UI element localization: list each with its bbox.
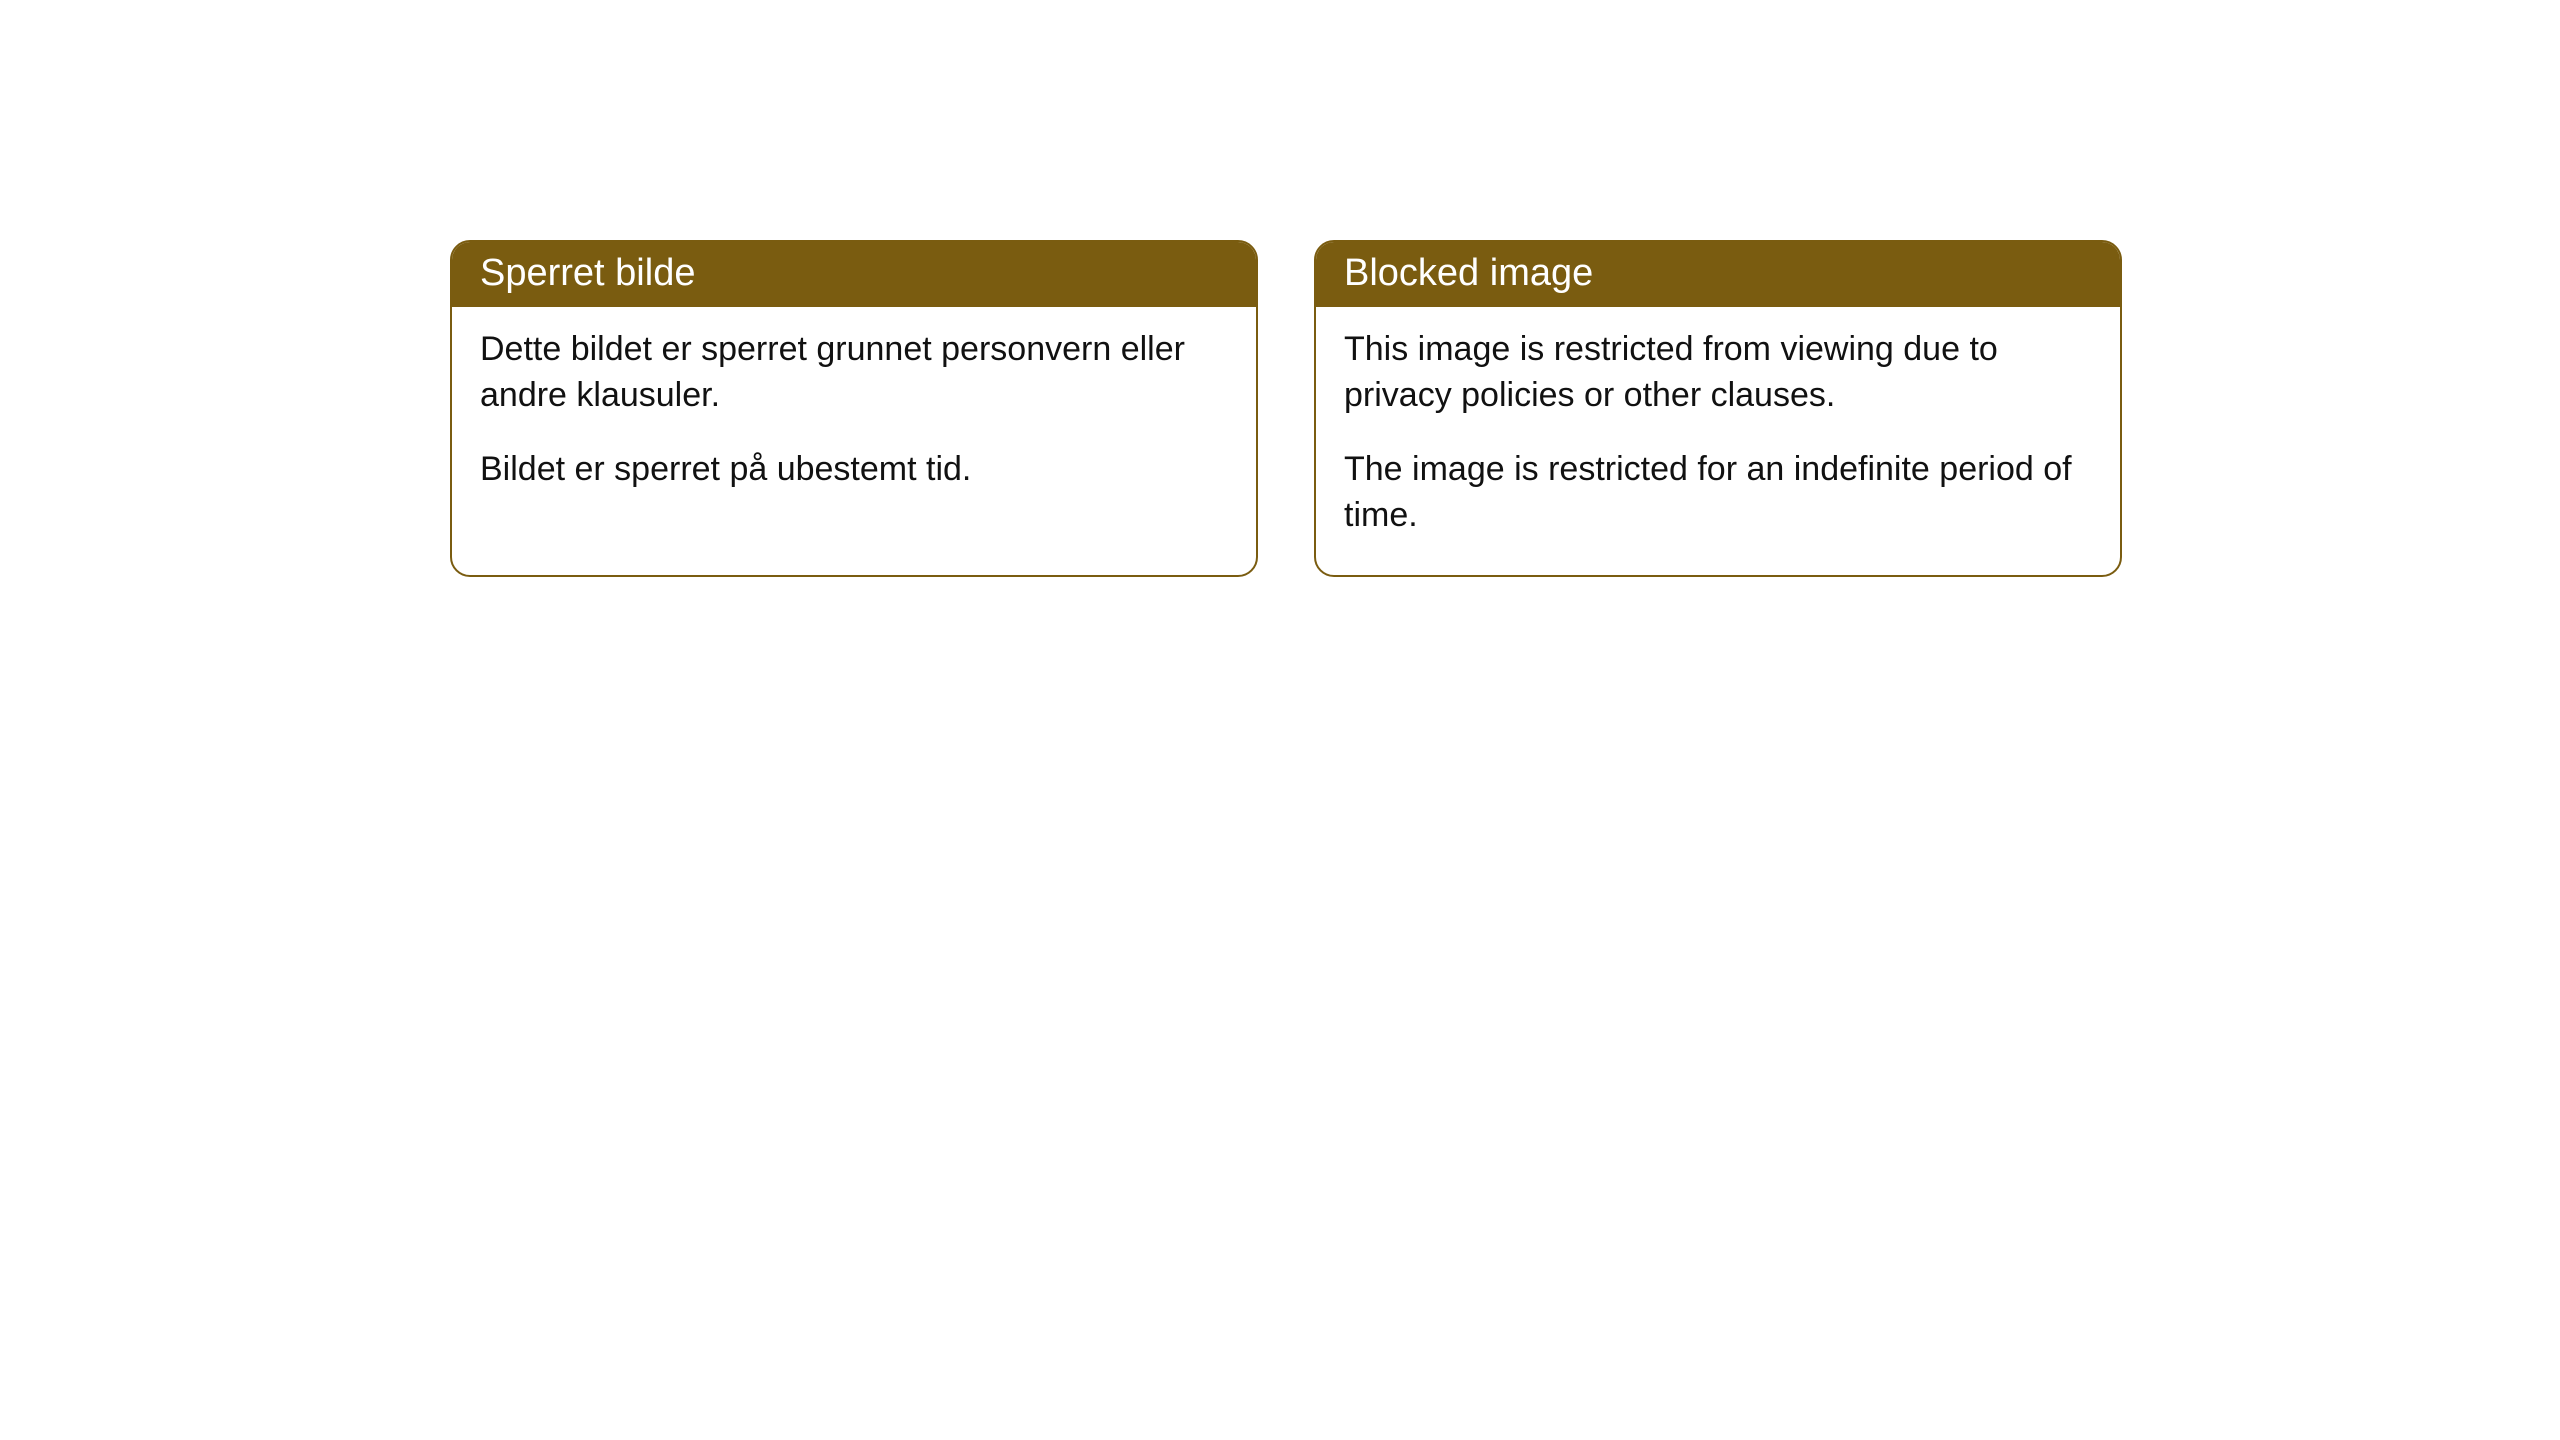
notice-text-line: Bildet er sperret på ubestemt tid. (480, 447, 1228, 493)
notice-text-line: The image is restricted for an indefinit… (1344, 447, 2092, 539)
card-body-english: This image is restricted from viewing du… (1316, 307, 2120, 575)
card-header-english: Blocked image (1316, 242, 2120, 307)
card-header-norwegian: Sperret bilde (452, 242, 1256, 307)
notice-card-norwegian: Sperret bilde Dette bildet er sperret gr… (450, 240, 1258, 577)
notice-card-english: Blocked image This image is restricted f… (1314, 240, 2122, 577)
card-body-norwegian: Dette bildet er sperret grunnet personve… (452, 307, 1256, 529)
notice-cards-container: Sperret bilde Dette bildet er sperret gr… (450, 240, 2122, 577)
notice-text-line: Dette bildet er sperret grunnet personve… (480, 327, 1228, 419)
notice-text-line: This image is restricted from viewing du… (1344, 327, 2092, 419)
